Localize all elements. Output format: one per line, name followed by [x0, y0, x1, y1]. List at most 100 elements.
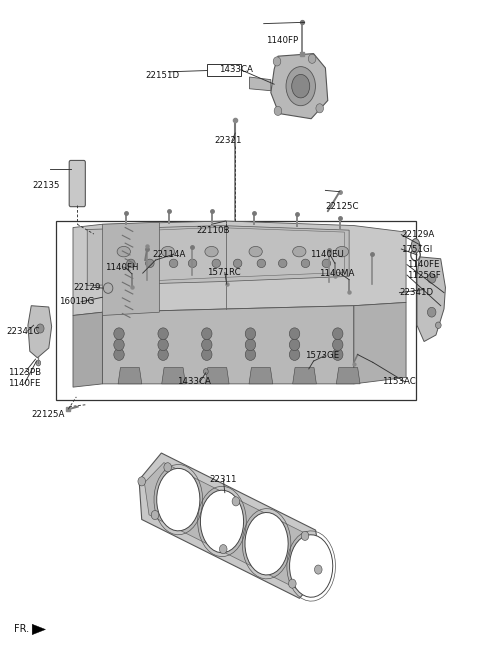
Text: 1153AC: 1153AC	[383, 377, 416, 386]
Ellipse shape	[158, 349, 168, 361]
Ellipse shape	[161, 246, 175, 257]
Polygon shape	[354, 302, 406, 384]
Ellipse shape	[151, 510, 159, 520]
Ellipse shape	[249, 246, 262, 257]
Ellipse shape	[411, 238, 420, 253]
Ellipse shape	[427, 307, 436, 317]
Text: 22110B: 22110B	[196, 226, 230, 235]
Text: 1751GI: 1751GI	[401, 244, 432, 254]
Ellipse shape	[245, 349, 256, 361]
Ellipse shape	[233, 259, 242, 267]
Ellipse shape	[188, 259, 197, 267]
Text: 1140FH: 1140FH	[105, 263, 138, 272]
Text: 22125C: 22125C	[325, 202, 359, 210]
Text: 22321: 22321	[214, 137, 241, 145]
Ellipse shape	[245, 328, 256, 340]
Ellipse shape	[293, 246, 306, 257]
Ellipse shape	[202, 349, 212, 361]
Ellipse shape	[301, 259, 310, 267]
Ellipse shape	[314, 565, 322, 574]
Text: 22129A: 22129A	[401, 230, 434, 239]
Text: 1433CA: 1433CA	[178, 377, 211, 386]
Polygon shape	[102, 306, 354, 384]
Ellipse shape	[219, 545, 227, 554]
Polygon shape	[73, 221, 406, 315]
Text: 1140MA: 1140MA	[319, 269, 354, 278]
Polygon shape	[157, 468, 200, 531]
Polygon shape	[162, 367, 185, 384]
Ellipse shape	[117, 246, 131, 257]
Ellipse shape	[308, 55, 316, 63]
Ellipse shape	[336, 246, 348, 257]
Polygon shape	[32, 624, 46, 635]
Ellipse shape	[427, 273, 436, 283]
Ellipse shape	[114, 328, 124, 340]
Ellipse shape	[292, 74, 310, 98]
Ellipse shape	[257, 259, 265, 267]
Ellipse shape	[164, 463, 171, 472]
Text: 22341C: 22341C	[7, 327, 40, 336]
Ellipse shape	[138, 477, 145, 486]
Ellipse shape	[435, 322, 441, 328]
Text: 22311: 22311	[209, 475, 237, 484]
Ellipse shape	[114, 349, 124, 361]
Text: 1140EU: 1140EU	[310, 250, 344, 260]
Ellipse shape	[274, 106, 282, 116]
Ellipse shape	[103, 283, 113, 293]
Polygon shape	[28, 306, 52, 358]
Polygon shape	[107, 227, 344, 283]
Ellipse shape	[333, 328, 343, 340]
Polygon shape	[73, 312, 102, 387]
Polygon shape	[336, 367, 360, 384]
Bar	[207, 64, 241, 76]
Ellipse shape	[205, 246, 218, 257]
Ellipse shape	[322, 259, 331, 267]
Text: 22125A: 22125A	[31, 410, 65, 419]
Text: 22135: 22135	[32, 181, 60, 190]
Ellipse shape	[273, 57, 281, 66]
Text: 1140FP: 1140FP	[266, 36, 298, 45]
Ellipse shape	[278, 259, 287, 267]
Polygon shape	[118, 367, 142, 384]
Ellipse shape	[245, 339, 256, 351]
Polygon shape	[250, 77, 271, 91]
Ellipse shape	[286, 66, 315, 106]
Text: 1573GE: 1573GE	[304, 351, 339, 360]
Text: 22114A: 22114A	[153, 250, 186, 259]
Ellipse shape	[289, 349, 300, 361]
Polygon shape	[289, 535, 333, 597]
Ellipse shape	[301, 532, 309, 541]
Ellipse shape	[145, 259, 154, 267]
Polygon shape	[87, 225, 349, 286]
Text: 22151D: 22151D	[145, 71, 179, 80]
Ellipse shape	[202, 339, 212, 351]
Ellipse shape	[289, 328, 300, 340]
Ellipse shape	[333, 339, 343, 351]
Ellipse shape	[212, 259, 220, 267]
Ellipse shape	[127, 259, 135, 267]
Ellipse shape	[204, 369, 208, 374]
Polygon shape	[139, 453, 322, 599]
Text: 1123PB: 1123PB	[9, 369, 42, 377]
Polygon shape	[249, 367, 273, 384]
Ellipse shape	[169, 259, 178, 267]
Ellipse shape	[333, 349, 343, 361]
Polygon shape	[205, 367, 229, 384]
Ellipse shape	[202, 328, 212, 340]
Ellipse shape	[36, 360, 41, 366]
Text: 1571RC: 1571RC	[207, 268, 240, 277]
Polygon shape	[144, 463, 316, 588]
Polygon shape	[271, 54, 328, 119]
Ellipse shape	[232, 497, 240, 506]
Text: 1125GF: 1125GF	[407, 271, 441, 280]
Ellipse shape	[36, 324, 44, 333]
Bar	[56, 221, 417, 400]
Polygon shape	[201, 490, 244, 553]
Ellipse shape	[158, 328, 168, 340]
Ellipse shape	[288, 579, 296, 588]
Text: 1140FE: 1140FE	[9, 378, 41, 388]
Polygon shape	[102, 222, 159, 315]
Polygon shape	[293, 367, 316, 384]
Polygon shape	[245, 512, 288, 575]
Ellipse shape	[158, 339, 168, 351]
